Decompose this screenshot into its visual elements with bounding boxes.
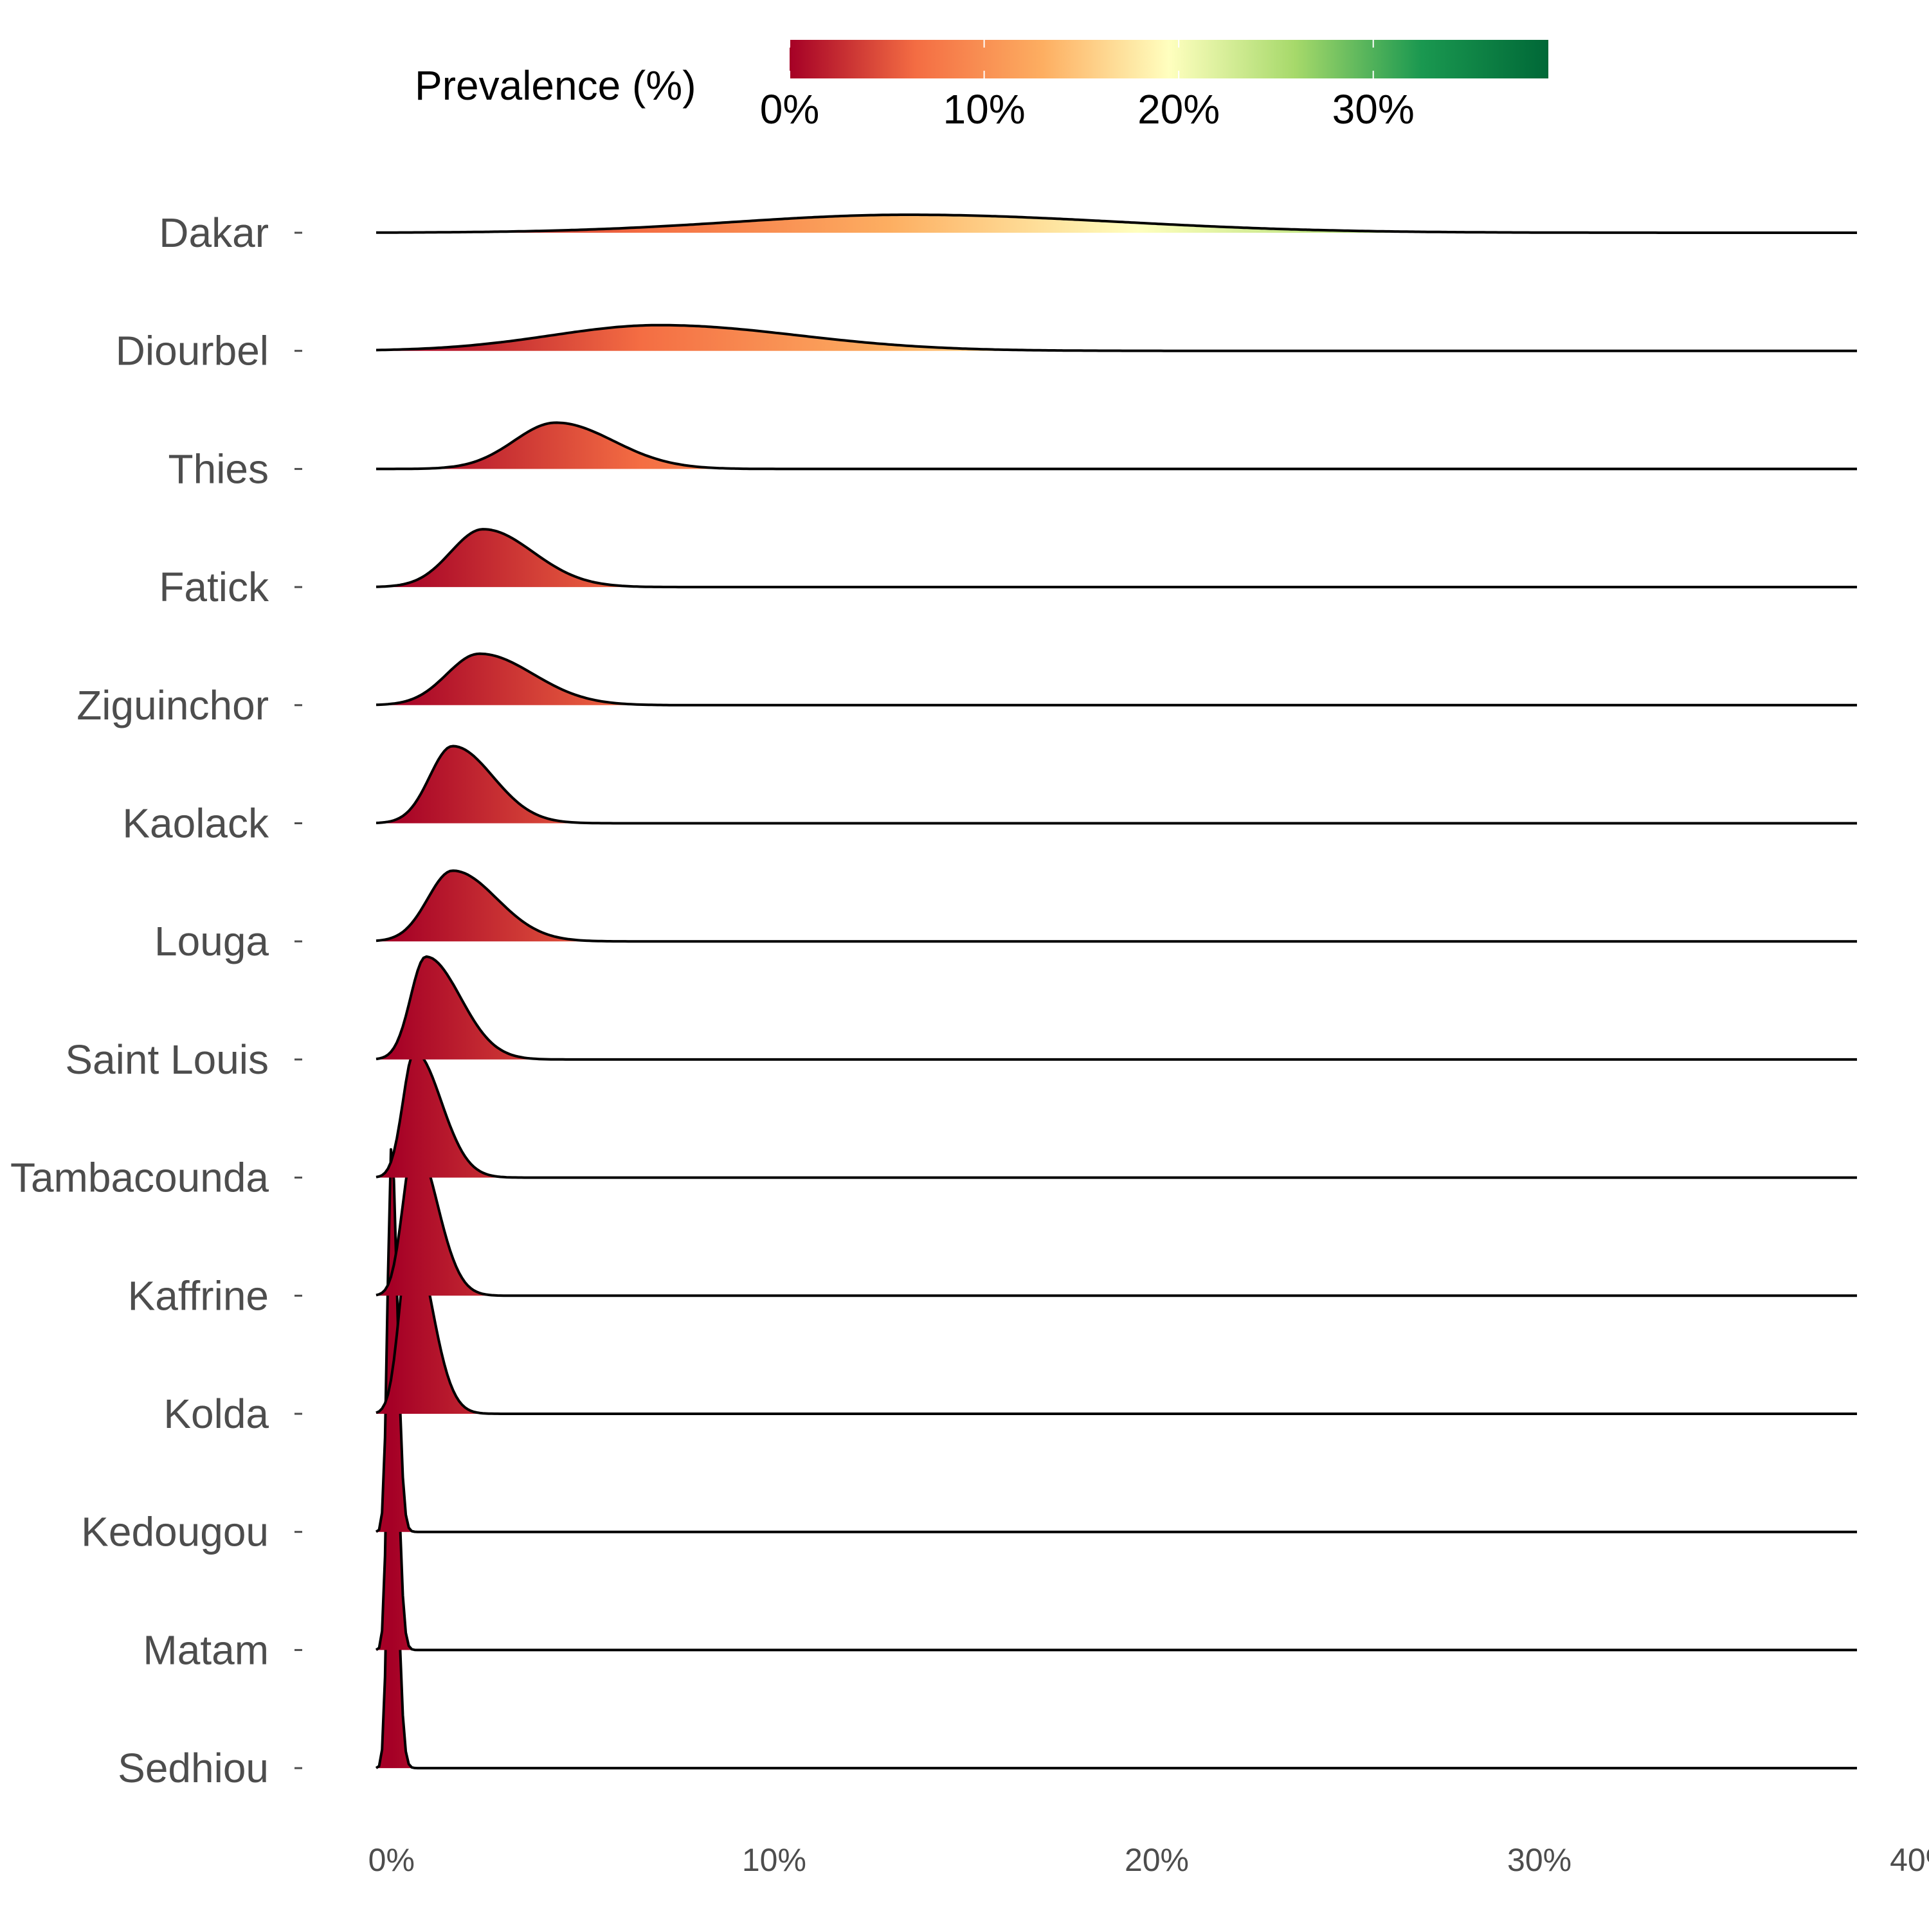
- x-axis: 0% 10% 20% 30% 40%: [368, 1842, 1929, 1878]
- region-label-tambacounda: Tambacounda: [10, 1155, 269, 1201]
- ridge-line-kaffrine: [376, 1142, 1857, 1297]
- ridge-line-kedougou: [375, 1148, 1857, 1533]
- x-tick-label: 30%: [1507, 1842, 1571, 1878]
- ridge-area-sedhiou: [376, 1398, 1857, 1769]
- legend-tick-label: 20%: [1137, 86, 1220, 132]
- ridge-line-ziguinchor: [376, 652, 1857, 707]
- legend-tick-label: 0%: [760, 86, 820, 132]
- ridge-area-fatick: [376, 529, 1857, 588]
- region-label-fatick: Fatick: [159, 564, 269, 610]
- ridge-area-kaffrine: [376, 1144, 1857, 1296]
- region-label-sedhiou: Sedhiou: [118, 1745, 269, 1791]
- ridge-area-saint-louis: [376, 956, 1857, 1060]
- ridge-line-kaolack: [376, 745, 1857, 825]
- legend-title: Prevalence (%): [415, 62, 696, 109]
- ridge-line-thies: [376, 421, 1857, 471]
- region-label-dakar: Dakar: [159, 210, 269, 256]
- x-tick-label: 20%: [1125, 1842, 1189, 1878]
- region-label-saint-louis: Saint Louis: [65, 1036, 269, 1083]
- ridge-area-kolda: [376, 1234, 1857, 1414]
- x-tick-label: 40%: [1890, 1842, 1929, 1878]
- ridge-area-ziguinchor: [376, 653, 1857, 705]
- region-label-kedougou: Kedougou: [81, 1509, 269, 1555]
- ridge-area-louga: [376, 871, 1857, 942]
- x-tick-label: 10%: [742, 1842, 806, 1878]
- legend-colorbar: [790, 40, 1548, 78]
- region-label-kolda: Kolda: [163, 1391, 269, 1437]
- ridge-line-diourbel: [376, 323, 1857, 352]
- ridge-area-dakar: [376, 215, 1857, 233]
- legend-tick-label: 30%: [1332, 86, 1415, 132]
- ridge-area-kaolack: [376, 746, 1857, 824]
- ridge-area-diourbel: [376, 325, 1857, 351]
- legend-tick-label: 10%: [943, 86, 1026, 132]
- region-label-matam: Matam: [143, 1627, 269, 1673]
- ridge-area-tambacounda: [376, 1051, 1857, 1178]
- region-label-louga: Louga: [154, 918, 269, 964]
- ridge-line-sedhiou: [375, 1397, 1857, 1770]
- region-label-thies: Thies: [168, 446, 269, 492]
- ridge-line-tambacounda: [376, 1050, 1857, 1179]
- ridge-area-thies: [376, 422, 1857, 469]
- region-label-diourbel: Diourbel: [116, 328, 269, 374]
- color-legend: Prevalence (%) 0% 10% 20% 30%: [415, 40, 1548, 132]
- ridge-line-kolda: [376, 1232, 1857, 1415]
- ridge-area-matam: [376, 1267, 1857, 1650]
- ridges: [375, 213, 1857, 1770]
- region-label-kaffrine: Kaffrine: [128, 1272, 269, 1319]
- region-label-ziguinchor: Ziguinchor: [77, 682, 269, 728]
- ridge-line-fatick: [376, 528, 1857, 589]
- ridge-area-kedougou: [376, 1149, 1857, 1532]
- region-label-kaolack: Kaolack: [122, 800, 269, 847]
- ridge-line-saint-louis: [376, 955, 1857, 1061]
- ridge-line-louga: [376, 869, 1857, 943]
- ridge-line-dakar: [376, 213, 1857, 234]
- ridge-line-matam: [375, 1266, 1857, 1652]
- x-tick-label: 0%: [368, 1842, 415, 1878]
- y-axis: Dakar Diourbel Thies Fatick Ziguinchor Kaolac…: [10, 210, 302, 1791]
